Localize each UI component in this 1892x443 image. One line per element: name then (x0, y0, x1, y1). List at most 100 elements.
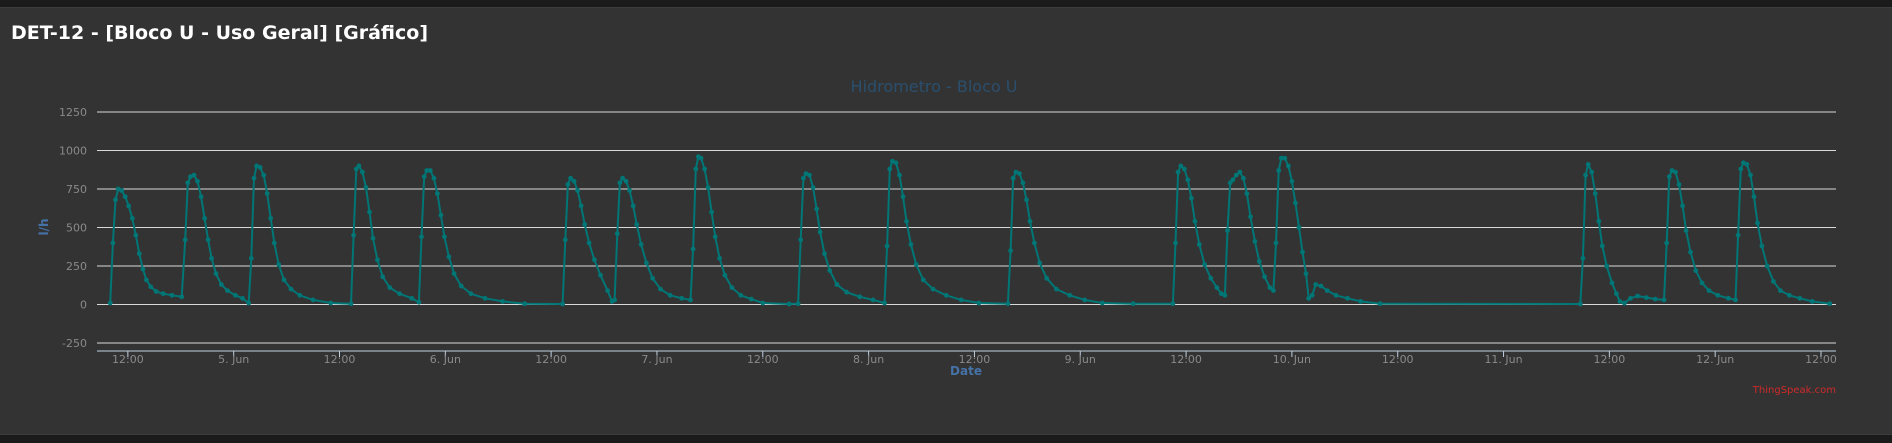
data-point (1293, 200, 1298, 206)
data-point (122, 194, 128, 200)
data-point (360, 169, 365, 175)
data-point (1202, 262, 1207, 267)
data-point (1688, 249, 1693, 255)
data-point (1278, 155, 1284, 161)
data-point (240, 295, 245, 301)
data-point (1024, 197, 1029, 203)
x-axis: 12:00 5. Jun 12:00 6. Jun 12:00 7. Jun 12:00 8.… (97, 350, 1837, 366)
x-tick-label: 12:00 (1805, 353, 1837, 366)
data-point (1345, 295, 1350, 301)
data-point (1809, 299, 1815, 304)
data-point (1309, 292, 1315, 298)
data-point (920, 277, 926, 283)
data-point (1244, 191, 1250, 197)
data-point (634, 222, 640, 227)
chart-title: Hidrometro - Bloco U (851, 77, 1018, 96)
data-point (191, 172, 197, 178)
data-point (1759, 243, 1765, 249)
data-point (798, 237, 804, 243)
x-tick-label: 8. Jun (853, 353, 884, 366)
data-point (351, 232, 356, 238)
data-point (1017, 171, 1022, 177)
data-point (276, 262, 282, 267)
data-point (1286, 163, 1291, 169)
data-point (1067, 292, 1073, 298)
data-point (233, 292, 238, 298)
data-point (786, 301, 792, 307)
data-point (202, 215, 208, 221)
data-point (1196, 242, 1202, 247)
data-point (1680, 203, 1685, 209)
data-point (900, 194, 906, 200)
data-point (1262, 274, 1267, 280)
data-point (807, 172, 812, 178)
data-point (363, 185, 369, 190)
data-point (614, 231, 620, 237)
data-point (1005, 301, 1011, 307)
data-point (1318, 283, 1324, 289)
x-tick-label: 12:00 (1382, 353, 1414, 366)
thingspeak-credits-link[interactable]: ThingSpeak.com (1752, 385, 1836, 396)
data-point (328, 300, 334, 306)
data-point (1664, 240, 1670, 246)
data-point (1755, 220, 1760, 226)
data-point (1082, 297, 1088, 303)
data-point (817, 229, 823, 235)
data-point (1170, 301, 1176, 307)
data-point (709, 209, 714, 215)
data-point (1764, 263, 1770, 269)
data-point (729, 285, 735, 290)
data-point (160, 291, 166, 297)
x-tick-label: 12. Jun (1696, 353, 1734, 366)
data-point (1214, 285, 1220, 290)
x-tick-label: 7. Jun (641, 353, 672, 366)
data-point (251, 175, 257, 181)
y-tick-label: 1000 (59, 145, 87, 158)
data-point (1178, 163, 1184, 169)
data-point (1622, 300, 1627, 306)
y-tick-label: 750 (66, 183, 87, 196)
data-point (1673, 169, 1678, 175)
data-point (370, 235, 376, 241)
data-point (976, 300, 982, 306)
data-point (261, 172, 267, 178)
data-point (650, 275, 655, 281)
data-point (582, 222, 588, 227)
data-point (1596, 218, 1602, 224)
top-bar (0, 0, 1892, 8)
x-tick-label: 12:00 (1170, 353, 1202, 366)
data-point (195, 178, 200, 184)
data-point (179, 294, 185, 300)
data-point (1276, 168, 1282, 173)
data-point (1248, 214, 1253, 220)
data-point (592, 257, 597, 263)
data-point (1644, 295, 1649, 300)
data-point (182, 237, 188, 243)
data-point (310, 297, 316, 303)
data-point (565, 182, 571, 187)
bottom-bar (0, 434, 1892, 443)
data-point (1661, 297, 1667, 303)
data-point (427, 168, 433, 173)
data-point (1289, 178, 1295, 184)
data-point (248, 255, 254, 261)
data-point (1306, 295, 1312, 301)
data-point (153, 289, 159, 294)
data-point (225, 288, 230, 293)
data-point (113, 197, 118, 203)
data-point (1726, 295, 1731, 301)
data-point (1054, 286, 1059, 292)
data-point (1192, 218, 1198, 224)
x-tick-label: 11. Jun (1484, 353, 1522, 366)
data-point (1324, 288, 1330, 293)
data-point (1037, 260, 1043, 266)
data-point (431, 175, 437, 181)
data-point (126, 203, 132, 209)
data-point (148, 284, 154, 290)
data-point (1635, 293, 1640, 299)
data-point (1577, 301, 1583, 307)
data-point (1300, 249, 1305, 255)
data-point (844, 289, 849, 295)
data-point (468, 291, 474, 297)
data-point (1585, 162, 1591, 167)
